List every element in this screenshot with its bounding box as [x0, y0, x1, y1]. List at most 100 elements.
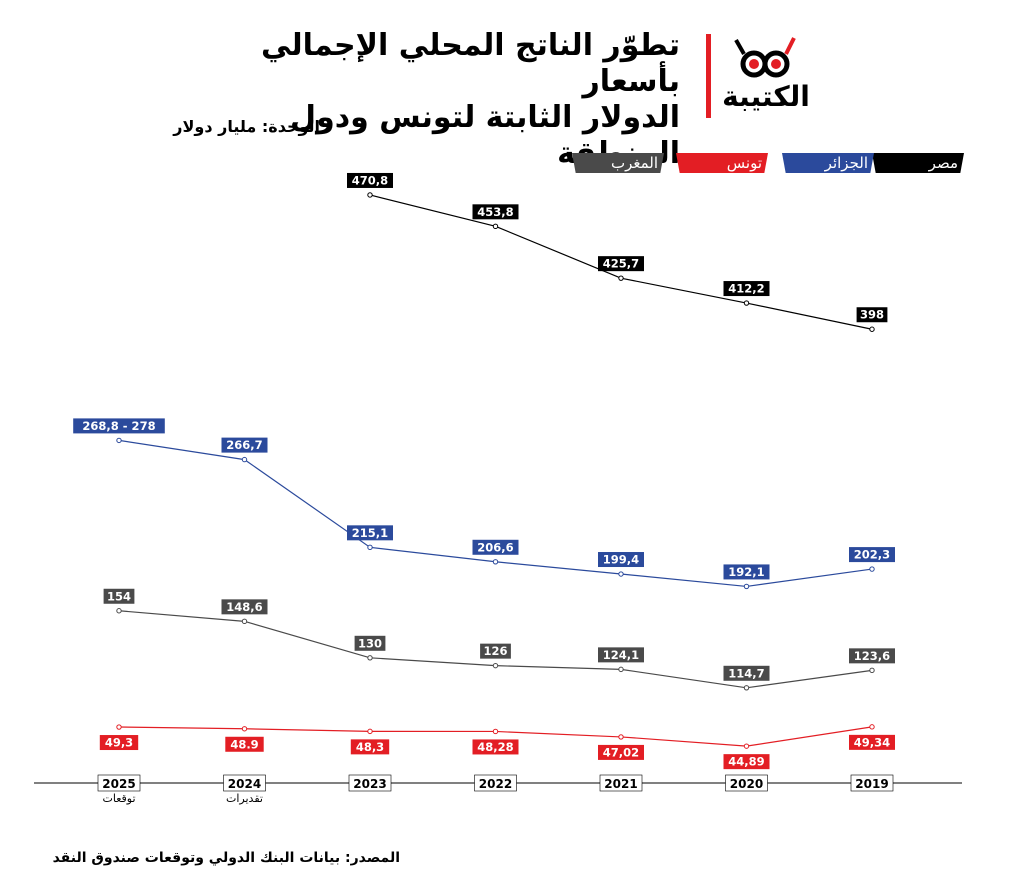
data-point-morocco — [618, 666, 624, 673]
svg-text:202,3: 202,3 — [854, 548, 890, 562]
x-tick-label: 2019 — [855, 777, 888, 791]
data-label-egypt: 412,2 — [723, 281, 770, 297]
data-point-tunisia — [743, 743, 750, 749]
data-point-tunisia — [241, 726, 248, 732]
x-tick-box — [599, 774, 643, 792]
data-label-tunisia: 48,28 — [472, 739, 519, 755]
svg-text:126: 126 — [483, 644, 507, 658]
data-point-tunisia — [367, 728, 373, 735]
data-point-algeria — [241, 456, 248, 463]
data-point-egypt — [618, 275, 624, 281]
logo-glasses-icon — [734, 37, 796, 78]
legend-item-algeria: الجزائر — [782, 153, 874, 173]
data-point-tunisia — [492, 728, 499, 735]
x-tick-box — [725, 774, 768, 792]
data-label-egypt: 398 — [856, 307, 888, 323]
data-label-egypt: 425,7 — [598, 256, 644, 272]
svg-text:48.9: 48.9 — [230, 737, 258, 751]
svg-text:192,1: 192,1 — [728, 565, 764, 579]
data-label-morocco: 124,1 — [598, 647, 644, 663]
data-label-morocco: 114,7 — [723, 665, 770, 681]
data-point-algeria — [618, 571, 624, 577]
data-label-tunisia: 49,34 — [849, 734, 895, 750]
data-label-algeria: 215,1 — [347, 525, 393, 541]
svg-text:48,28: 48,28 — [477, 740, 513, 754]
x-tick-label: 2021 — [604, 777, 637, 791]
legend-item-morocco: المغرب — [572, 153, 664, 173]
data-label-morocco: 154 — [103, 588, 135, 604]
data-point-algeria — [116, 437, 122, 444]
x-tick-sublabel: تقديرات — [226, 792, 263, 805]
x-tick-label: 2023 — [353, 777, 386, 791]
data-label-tunisia: 48.9 — [225, 736, 264, 752]
data-label-algeria: 199,4 — [598, 552, 644, 568]
data-point-morocco — [367, 655, 373, 661]
svg-text:453,8: 453,8 — [477, 205, 513, 219]
svg-text:130: 130 — [358, 636, 382, 650]
x-tick-box — [348, 774, 392, 792]
x-tick-label: 2020 — [730, 777, 763, 791]
data-label-algeria: 268,8 - 278 — [73, 418, 165, 434]
data-label-algeria: 192,1 — [723, 564, 770, 580]
data-label-egypt: 453,8 — [472, 204, 519, 220]
title-line-1: تطوّر الناتج المحلي الإجمالي بأسعار — [261, 28, 680, 99]
svg-text:206,6: 206,6 — [477, 540, 513, 554]
data-label-tunisia: 47,02 — [598, 744, 644, 760]
svg-text:114,7: 114,7 — [728, 666, 764, 680]
data-point-algeria — [367, 544, 373, 551]
data-label-morocco: 126 — [480, 643, 511, 659]
svg-text:148,6: 148,6 — [226, 600, 262, 614]
data-label-algeria: 206,6 — [472, 539, 519, 555]
data-point-morocco — [869, 667, 875, 674]
svg-text:49,34: 49,34 — [854, 735, 890, 749]
unit-label: الوحدة: مليار دولار — [173, 117, 320, 136]
x-tick-box — [223, 774, 266, 792]
svg-text:48,3: 48,3 — [356, 740, 384, 754]
data-label-tunisia: 49,3 — [99, 735, 139, 751]
svg-text:199,4: 199,4 — [603, 553, 639, 567]
data-label-tunisia: 44,89 — [723, 754, 770, 770]
x-tick-box — [850, 774, 894, 792]
x-tick-box — [474, 774, 517, 792]
data-point-egypt — [869, 326, 875, 332]
data-point-morocco — [743, 685, 750, 691]
data-point-tunisia — [869, 724, 875, 730]
legend-item-egypt: مصر — [872, 153, 964, 173]
svg-text:215,1: 215,1 — [352, 526, 388, 540]
svg-text:49,3: 49,3 — [105, 736, 133, 750]
chart-title: تطوّر الناتج المحلي الإجمالي بأسعار الدو… — [240, 28, 680, 172]
data-label-algeria: 266,7 — [221, 437, 268, 453]
svg-text:268,8 - 278: 268,8 - 278 — [82, 419, 155, 433]
data-point-morocco — [116, 608, 122, 614]
data-point-morocco — [241, 618, 248, 625]
data-label-algeria: 202,3 — [849, 547, 895, 563]
data-point-tunisia — [116, 724, 122, 730]
x-tick-label: 2024 — [228, 777, 261, 791]
data-point-tunisia — [618, 734, 624, 740]
x-tick-label: 2025 — [102, 777, 135, 791]
svg-text:123,6: 123,6 — [854, 649, 890, 663]
data-label-egypt: 470,8 — [347, 172, 393, 188]
data-point-egypt — [367, 192, 373, 198]
logo-divider — [706, 34, 711, 118]
svg-text:398: 398 — [860, 308, 884, 322]
data-label-tunisia: 48,3 — [350, 739, 390, 755]
svg-text:412,2: 412,2 — [728, 282, 764, 296]
x-tick-label: 2022 — [479, 777, 512, 791]
data-point-morocco — [492, 662, 499, 669]
x-tick-box — [97, 774, 141, 792]
data-label-morocco: 123,6 — [849, 648, 895, 664]
data-point-algeria — [492, 559, 499, 565]
svg-text:266,7: 266,7 — [226, 438, 262, 452]
svg-text:425,7: 425,7 — [603, 257, 639, 271]
data-label-morocco: 148,6 — [221, 599, 268, 615]
svg-text:47,02: 47,02 — [603, 745, 639, 759]
svg-text:470,8: 470,8 — [352, 173, 388, 187]
x-tick-sublabel: توقعات — [102, 792, 135, 805]
logo-text: الكتيبة — [722, 80, 810, 113]
source-note: المصدر: بيانات البنك الدولي وتوقعات صندو… — [52, 850, 400, 866]
data-point-egypt — [743, 300, 750, 306]
svg-text:44,89: 44,89 — [728, 755, 764, 769]
data-point-egypt — [492, 223, 499, 230]
